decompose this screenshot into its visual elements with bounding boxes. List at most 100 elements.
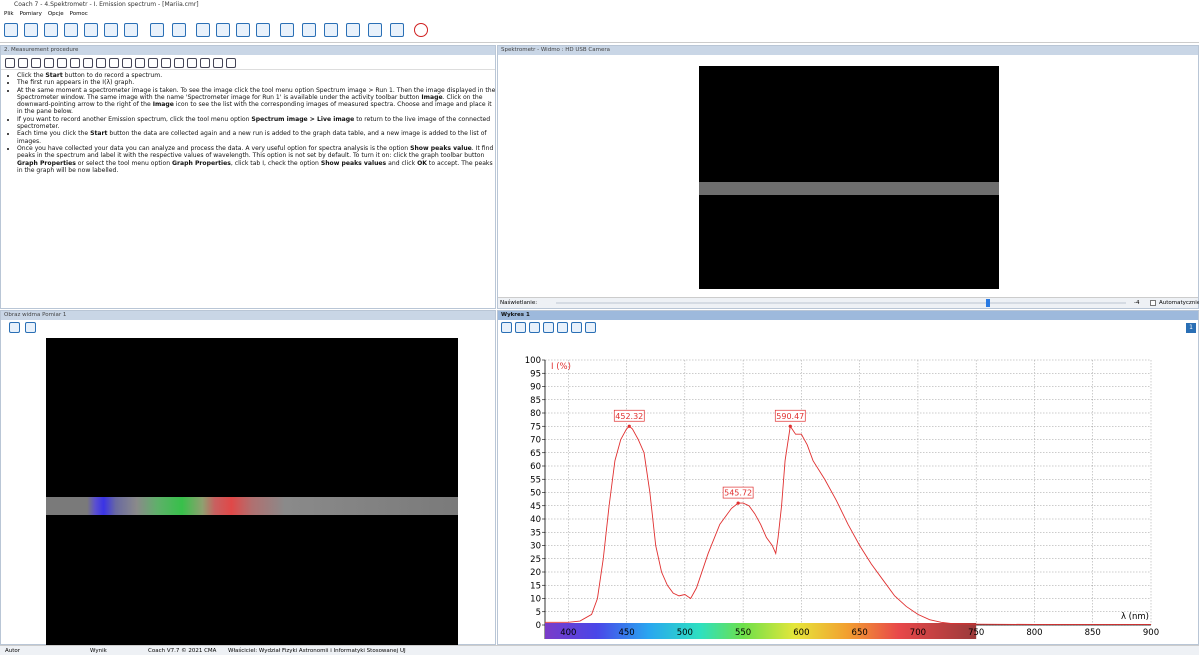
panel-header: Spektrometr - Widmo : HD USB Camera bbox=[498, 46, 1198, 55]
help-button[interactable] bbox=[414, 23, 428, 37]
spectrum-stripe bbox=[46, 497, 458, 515]
format-button[interactable] bbox=[70, 58, 80, 68]
format-button[interactable] bbox=[96, 58, 106, 68]
slider-thumb[interactable] bbox=[986, 299, 990, 307]
y-tick-label: 50 bbox=[530, 489, 541, 499]
format-button[interactable] bbox=[44, 58, 54, 68]
format-button[interactable] bbox=[83, 58, 93, 68]
y-tick-label: 90 bbox=[530, 383, 541, 393]
format-button[interactable] bbox=[187, 58, 197, 68]
image-button[interactable] bbox=[25, 322, 36, 333]
menu-item[interactable]: Pomoc bbox=[70, 11, 88, 17]
peak-label: 545.72 bbox=[724, 489, 752, 498]
toolbar-button[interactable] bbox=[324, 23, 338, 37]
exposure-bar: Naświetlanie: -4 Automatycznie bbox=[498, 297, 1198, 308]
toolbar-button[interactable] bbox=[4, 23, 18, 37]
toolbar-button[interactable] bbox=[216, 23, 230, 37]
format-button[interactable] bbox=[213, 58, 223, 68]
panel-header: Wykres 1 bbox=[498, 311, 1198, 320]
format-button[interactable] bbox=[5, 58, 15, 68]
toolbar-button[interactable] bbox=[172, 23, 186, 37]
toolbar-button[interactable] bbox=[64, 23, 78, 37]
menu-item[interactable]: Plik bbox=[4, 11, 14, 17]
y-tick-label: 55 bbox=[530, 475, 541, 485]
instruction-item: Once you have collected your data you ca… bbox=[17, 145, 499, 174]
y-tick-label: 85 bbox=[530, 396, 541, 406]
y-tick-label: 80 bbox=[530, 409, 541, 419]
toolbar-button[interactable] bbox=[368, 23, 382, 37]
instruction-text: Click the bbox=[17, 72, 45, 79]
peak-marker bbox=[628, 425, 631, 428]
app-window: { "window": { "title": "Coach 7 - 4.Spek… bbox=[0, 0, 1199, 655]
x-tick-label: 850 bbox=[1085, 628, 1101, 638]
instruction-text: OK bbox=[417, 160, 427, 167]
fit-button[interactable] bbox=[9, 322, 20, 333]
instruction-text: The first run appears in the I(λ) graph. bbox=[17, 79, 134, 86]
instruction-item: Each time you click the Start button the… bbox=[17, 130, 499, 145]
instruction-text: Graph Properties bbox=[17, 160, 76, 167]
format-button[interactable] bbox=[109, 58, 119, 68]
camera-panel: Spektrometr - Widmo : HD USB Camera Naśw… bbox=[497, 45, 1199, 309]
y-tick-label: 75 bbox=[530, 422, 541, 432]
graph-panel: Wykres 1 1 05101520253035404550556065707… bbox=[497, 310, 1199, 645]
instruction-text: or select the tool menu option bbox=[76, 160, 172, 167]
panel-header: Obraz widma Pomiar 1 bbox=[1, 311, 495, 320]
spectrum-stripe bbox=[699, 182, 999, 195]
y-tick-label: 40 bbox=[530, 515, 541, 525]
toolbar-button[interactable] bbox=[124, 23, 138, 37]
y-tick-label: 30 bbox=[530, 542, 541, 552]
menu-item[interactable]: Opcje bbox=[48, 11, 64, 17]
y-tick-label: 0 bbox=[536, 621, 541, 631]
format-button[interactable] bbox=[148, 58, 158, 68]
instruction-text: Start bbox=[45, 72, 62, 79]
exposure-value: -4 bbox=[1134, 298, 1139, 308]
instruction-text: Start bbox=[90, 130, 107, 137]
auto-label: Automatycznie bbox=[1159, 298, 1199, 308]
x-tick-label: 700 bbox=[910, 628, 926, 638]
toolbar-button[interactable] bbox=[44, 23, 58, 37]
x-tick-label: 750 bbox=[968, 628, 984, 638]
instruction-text: If you want to record another Emission s… bbox=[17, 116, 251, 123]
format-button[interactable] bbox=[161, 58, 171, 68]
y-tick-label: 35 bbox=[530, 528, 541, 538]
instruction-text: Spectrum image > Live image bbox=[251, 116, 354, 123]
instruction-item: If you want to record another Emission s… bbox=[17, 116, 499, 131]
format-button[interactable] bbox=[18, 58, 28, 68]
format-button[interactable] bbox=[200, 58, 210, 68]
toolbar-button[interactable] bbox=[280, 23, 294, 37]
toolbar-button[interactable] bbox=[24, 23, 38, 37]
format-button[interactable] bbox=[135, 58, 145, 68]
instructions: Click the Start button to do record a sp… bbox=[7, 72, 499, 174]
format-button[interactable] bbox=[226, 58, 236, 68]
instruction-text: Each time you click the bbox=[17, 130, 90, 137]
spectrum-image bbox=[46, 338, 458, 646]
chart: 0510152025303540455055606570758085909510… bbox=[498, 321, 1198, 645]
menu-item[interactable]: Pomiary bbox=[20, 11, 42, 17]
toolbar-button[interactable] bbox=[150, 23, 164, 37]
toolbar-button[interactable] bbox=[236, 23, 250, 37]
format-button[interactable] bbox=[122, 58, 132, 68]
x-axis-label: λ (nm) bbox=[1121, 612, 1149, 622]
y-axis-label: I (%) bbox=[551, 362, 571, 372]
y-tick-label: 95 bbox=[530, 369, 541, 379]
status-bar: AutorWynikCoach V7.7 © 2021 CMAWłaścicie… bbox=[0, 645, 1199, 655]
toolbar-button[interactable] bbox=[256, 23, 270, 37]
menu-bar: Plik Pomiary Opcje Pomoc bbox=[0, 10, 1199, 18]
format-button[interactable] bbox=[174, 58, 184, 68]
toolbar-button[interactable] bbox=[302, 23, 316, 37]
peak-label: 452.32 bbox=[615, 412, 643, 421]
instruction-item: The first run appears in the I(λ) graph. bbox=[17, 79, 499, 86]
toolbar-button[interactable] bbox=[84, 23, 98, 37]
toolbar-button[interactable] bbox=[196, 23, 210, 37]
y-tick-label: 5 bbox=[536, 608, 541, 618]
format-button[interactable] bbox=[31, 58, 41, 68]
toolbar-button[interactable] bbox=[346, 23, 360, 37]
format-button[interactable] bbox=[57, 58, 67, 68]
x-tick-label: 400 bbox=[560, 628, 576, 638]
auto-checkbox[interactable] bbox=[1150, 300, 1156, 306]
exposure-slider[interactable] bbox=[556, 302, 1126, 304]
peak-label: 590.47 bbox=[776, 412, 804, 421]
image-panel: Obraz widma Pomiar 1 bbox=[0, 310, 496, 645]
toolbar-button[interactable] bbox=[390, 23, 404, 37]
toolbar-button[interactable] bbox=[104, 23, 118, 37]
